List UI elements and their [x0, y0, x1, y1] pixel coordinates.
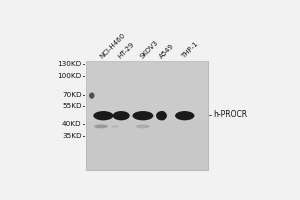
Ellipse shape: [93, 111, 113, 120]
Text: HT-29: HT-29: [117, 41, 136, 59]
Text: 40KD: 40KD: [62, 121, 82, 127]
Bar: [85, 61, 208, 121]
Text: 55KD: 55KD: [62, 103, 82, 109]
Text: A549: A549: [159, 42, 176, 59]
Ellipse shape: [94, 124, 108, 128]
Ellipse shape: [89, 93, 94, 99]
Ellipse shape: [136, 124, 150, 128]
Ellipse shape: [156, 111, 167, 120]
Text: THP-1: THP-1: [181, 41, 199, 59]
Bar: [85, 61, 208, 170]
Ellipse shape: [175, 111, 194, 120]
Text: 100KD: 100KD: [57, 73, 82, 79]
Text: 35KD: 35KD: [62, 133, 82, 139]
Ellipse shape: [132, 111, 153, 120]
Text: SKOV3: SKOV3: [139, 39, 159, 59]
Text: h-PROCR: h-PROCR: [213, 110, 247, 119]
Ellipse shape: [111, 125, 119, 128]
Text: 130KD: 130KD: [57, 61, 82, 67]
Ellipse shape: [113, 111, 130, 120]
Ellipse shape: [161, 111, 165, 120]
Text: NCI-H460: NCI-H460: [99, 32, 127, 59]
Text: 70KD: 70KD: [62, 92, 82, 98]
